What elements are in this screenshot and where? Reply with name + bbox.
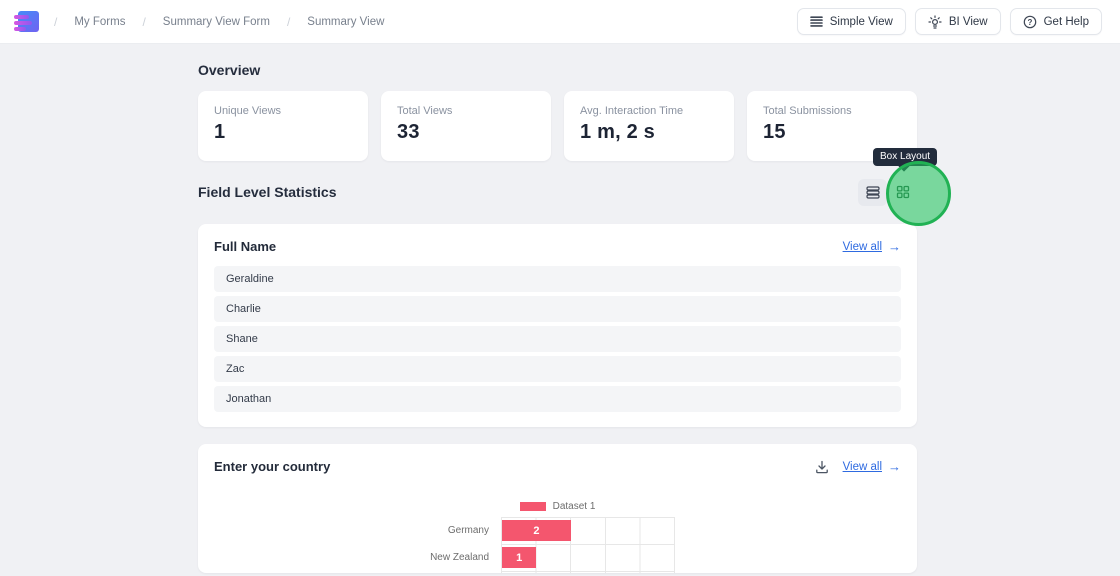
full-name-entries: Geraldine Charlie Shane Zac Jonathan [214,266,901,412]
download-chart-button[interactable] [815,460,829,474]
stat-card-avg-interaction-time: Avg. Interaction Time 1 m, 2 s [564,91,734,161]
logo-stripe [14,26,26,31]
breadcrumb-my-forms[interactable]: My Forms [74,15,126,28]
stat-value: 33 [397,121,420,143]
bar-value-label: 1 [516,551,523,564]
country-card: Enter your country View all → [198,444,917,573]
bi-view-button[interactable]: BI View [914,8,1001,35]
get-help-label: Get Help [1043,15,1089,28]
overview-stats: Unique Views 1 Total Views 33 Avg. Inter… [198,91,917,161]
list-layout-button[interactable] [858,178,887,206]
arrow-right-icon: → [888,459,901,474]
main-content: Overview Unique Views 1 Total Views 33 A… [198,44,917,573]
arrow-right-icon: → [888,239,901,254]
logo-stripe [14,20,32,25]
list-layout-icon [865,185,880,199]
svg-text:?: ? [1027,17,1032,26]
breadcrumb-separator: / [286,14,291,29]
help-icon: ? [1023,15,1036,28]
stat-label: Total Submissions [763,105,852,117]
breadcrumb-summary-view[interactable]: Summary View [307,15,385,28]
top-bar: / My Forms / Summary View Form / Summary… [0,0,1120,44]
download-icon [815,460,828,473]
list-icon [809,16,823,27]
breadcrumb-separator: / [54,14,58,29]
full-name-entry: Charlie [214,296,901,322]
legend-label: Dataset 1 [552,501,596,512]
overview-title: Overview [198,62,261,78]
country-title: Enter your country [214,459,331,474]
full-name-card-header: Full Name View all → [214,239,901,254]
stat-label: Unique Views [214,105,282,117]
breadcrumb-form-name[interactable]: Summary View Form [162,15,270,28]
stat-label: Total Views [397,105,453,117]
simple-view-label: Simple View [829,15,893,28]
bar-value-label: 2 [533,524,540,537]
stat-value: 1 m, 2 s [580,121,655,143]
stat-card-unique-views: Unique Views 1 [198,91,368,161]
country-card-header: Enter your country View all → [214,459,901,474]
view-all-label: View all [842,240,882,253]
chart-row: 2 [502,517,674,544]
breadcrumb-separator: / [142,14,146,29]
full-name-entry: Geraldine [214,266,901,292]
simple-view-button[interactable]: Simple View [796,8,906,35]
app-logo[interactable] [13,10,41,34]
field-stats-header: Field Level Statistics [198,178,917,206]
chart-row: 1 [502,544,674,571]
bar-germany: 2 [502,520,571,541]
field-stats-title: Field Level Statistics [198,184,337,200]
chart-plot-area: 2 1 [501,517,675,573]
full-name-entry: Jonathan [214,386,901,412]
full-name-title: Full Name [214,239,277,254]
click-highlight-circle [886,161,951,226]
stat-card-total-views: Total Views 33 [381,91,551,161]
get-help-button[interactable]: ? Get Help [1009,8,1102,35]
logo-stripe [14,14,29,19]
stat-value: 1 [214,121,226,143]
stat-label: Avg. Interaction Time [580,105,684,117]
legend-swatch [519,502,546,511]
full-name-view-all-link[interactable]: View all → [843,239,901,254]
full-name-entry: Shane [214,326,901,352]
country-card-actions: View all → [815,459,901,474]
bar-new-zealand: 1 [502,547,537,568]
chart-row [502,571,674,573]
topbar-actions: Simple View BI View ? Get Help [796,8,1102,35]
full-name-entry: Zac [214,356,901,382]
bulb-icon [928,14,942,29]
view-all-label: View all [842,460,882,473]
breadcrumb: / My Forms / Summary View Form / Summary… [54,15,797,29]
full-name-card: Full Name View all → Geraldine Charlie S… [198,224,917,427]
stat-value: 15 [763,121,786,143]
chart-legend: Dataset 1 [198,501,917,512]
country-view-all-link[interactable]: View all → [843,459,901,474]
category-label: New Zealand [430,552,489,563]
bi-view-label: BI View [948,15,988,28]
category-label: Germany [447,525,489,536]
tooltip-label: Box Layout [880,151,931,162]
chart-category-labels: Germany New Zealand [198,517,496,571]
